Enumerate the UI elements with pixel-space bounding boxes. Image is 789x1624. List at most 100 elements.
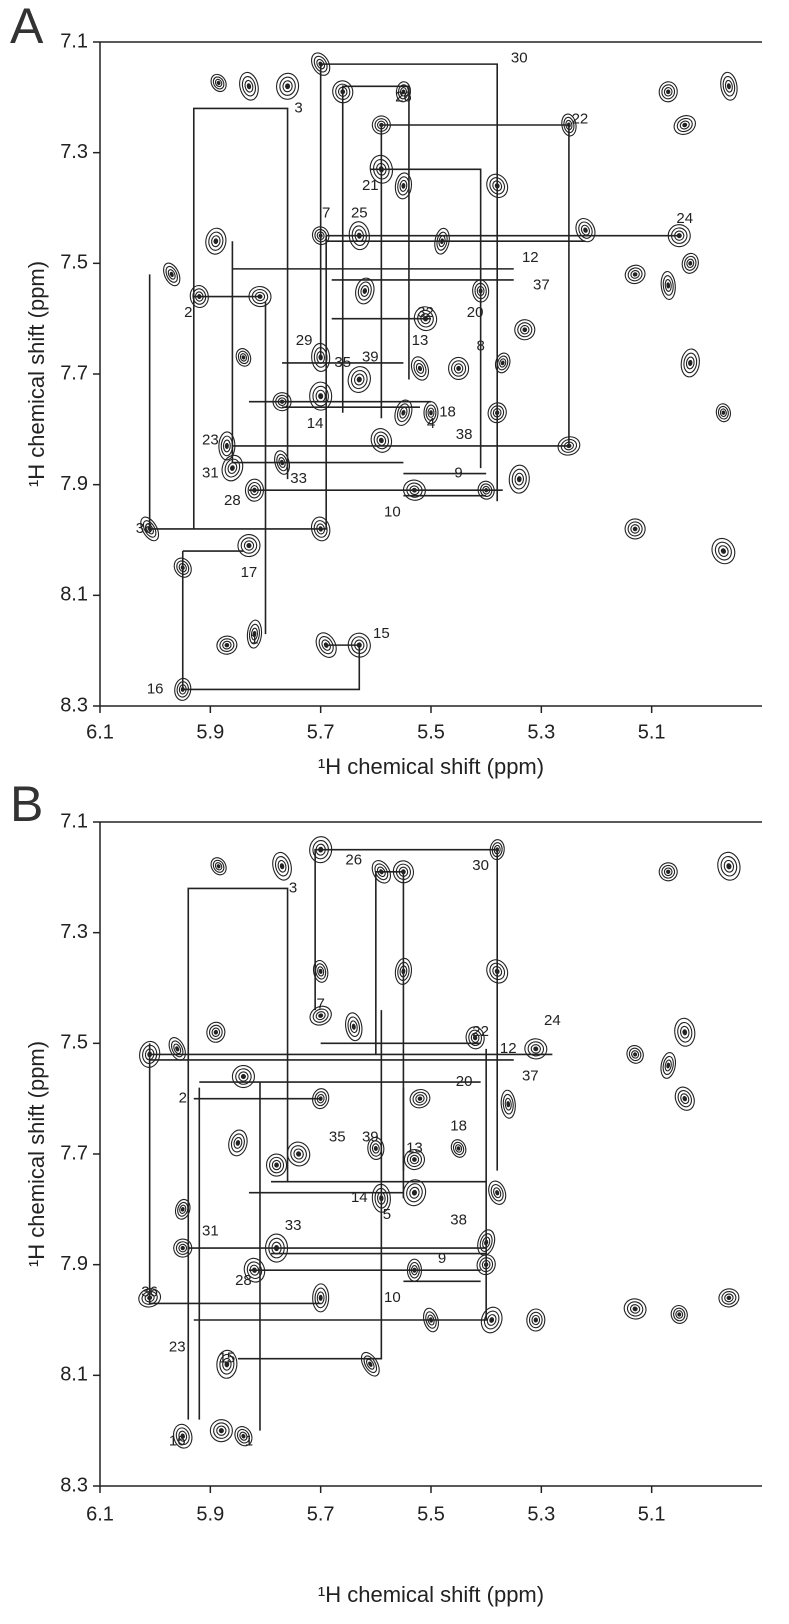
peak-label: 20 (467, 304, 484, 321)
peak (139, 1040, 161, 1068)
contour (406, 482, 423, 498)
contour (685, 356, 695, 370)
contour (628, 1047, 642, 1062)
contour (452, 1141, 465, 1156)
peak-label: 30 (511, 50, 528, 67)
contour (563, 116, 575, 134)
contour (479, 483, 493, 498)
assignment-link (192, 107, 289, 529)
peak (406, 1258, 423, 1282)
contour (477, 1229, 496, 1256)
contour (663, 87, 673, 97)
contour (216, 1349, 238, 1379)
contour (684, 255, 697, 271)
contour (722, 75, 736, 97)
peak-label: 38 (450, 1211, 467, 1228)
peak (237, 533, 261, 558)
contour (317, 966, 325, 977)
contour (370, 428, 393, 453)
contour (224, 458, 241, 478)
contour (425, 1311, 437, 1329)
contour (502, 1093, 514, 1115)
contour (409, 1261, 420, 1279)
y-tick-label: 7.1 (60, 30, 88, 52)
contour (378, 437, 384, 444)
contour (456, 1146, 461, 1151)
contour (632, 1306, 638, 1312)
contour (147, 1295, 153, 1301)
assignment-link (187, 887, 289, 1420)
contour (314, 1287, 327, 1309)
contour (486, 173, 509, 199)
peak (477, 1229, 496, 1256)
contour (210, 73, 227, 93)
peak (670, 1304, 688, 1324)
contour (486, 1314, 497, 1326)
contour (350, 369, 368, 390)
contour (472, 1035, 478, 1041)
peak (500, 1089, 516, 1119)
contour (220, 435, 234, 457)
contour (138, 1288, 162, 1308)
peak (315, 632, 337, 658)
contour (481, 1259, 491, 1270)
contour (318, 61, 323, 67)
contour (477, 480, 495, 500)
contour (450, 1139, 467, 1158)
x-tick-label: 5.9 (196, 721, 224, 743)
y-tick-label: 7.5 (60, 252, 88, 274)
peak-label: 9 (454, 465, 462, 482)
contour (363, 1355, 378, 1374)
contour (239, 353, 248, 362)
contour (520, 324, 530, 335)
peak (174, 677, 192, 701)
contour (347, 1016, 361, 1038)
peak-label: 16 (169, 1433, 186, 1450)
contour (674, 1086, 695, 1111)
contour (682, 122, 688, 128)
contour (147, 1051, 153, 1058)
peak (480, 1306, 503, 1334)
contour (213, 238, 219, 245)
contour (500, 1089, 516, 1119)
contour (180, 1245, 185, 1251)
contour (626, 1301, 644, 1317)
contour (566, 443, 572, 449)
peak-label: 1 (245, 1433, 253, 1450)
assignment-link (319, 63, 499, 502)
contour (274, 1244, 280, 1252)
panel-label: B (10, 776, 43, 832)
y-tick-label: 7.3 (60, 921, 88, 943)
peak-label: 9 (438, 1250, 446, 1267)
contour (318, 354, 323, 361)
contour (237, 350, 250, 365)
peak (403, 1148, 426, 1171)
x-tick-label: 5.1 (638, 721, 666, 743)
peak (465, 1026, 485, 1050)
peak (561, 113, 577, 137)
contour (178, 1243, 188, 1253)
peak-label: 26 (345, 852, 362, 869)
contour (310, 516, 331, 542)
peak-label: 14 (351, 1189, 368, 1206)
contour (711, 537, 736, 565)
peak-label: 33 (290, 470, 307, 487)
contour (311, 342, 331, 372)
contour (373, 1145, 378, 1151)
peak (626, 1045, 644, 1064)
contour (718, 545, 729, 557)
peak (276, 72, 300, 100)
contour (401, 409, 406, 416)
contour (163, 262, 181, 287)
contour (470, 1032, 480, 1043)
peak (623, 1298, 647, 1320)
contour (234, 1426, 253, 1447)
peak-label: 28 (235, 1272, 252, 1289)
peak (448, 356, 470, 381)
contour (575, 217, 596, 243)
contour (679, 120, 690, 130)
x-tick-label: 5.7 (307, 1503, 335, 1525)
peak (624, 518, 646, 540)
contour (423, 401, 439, 425)
